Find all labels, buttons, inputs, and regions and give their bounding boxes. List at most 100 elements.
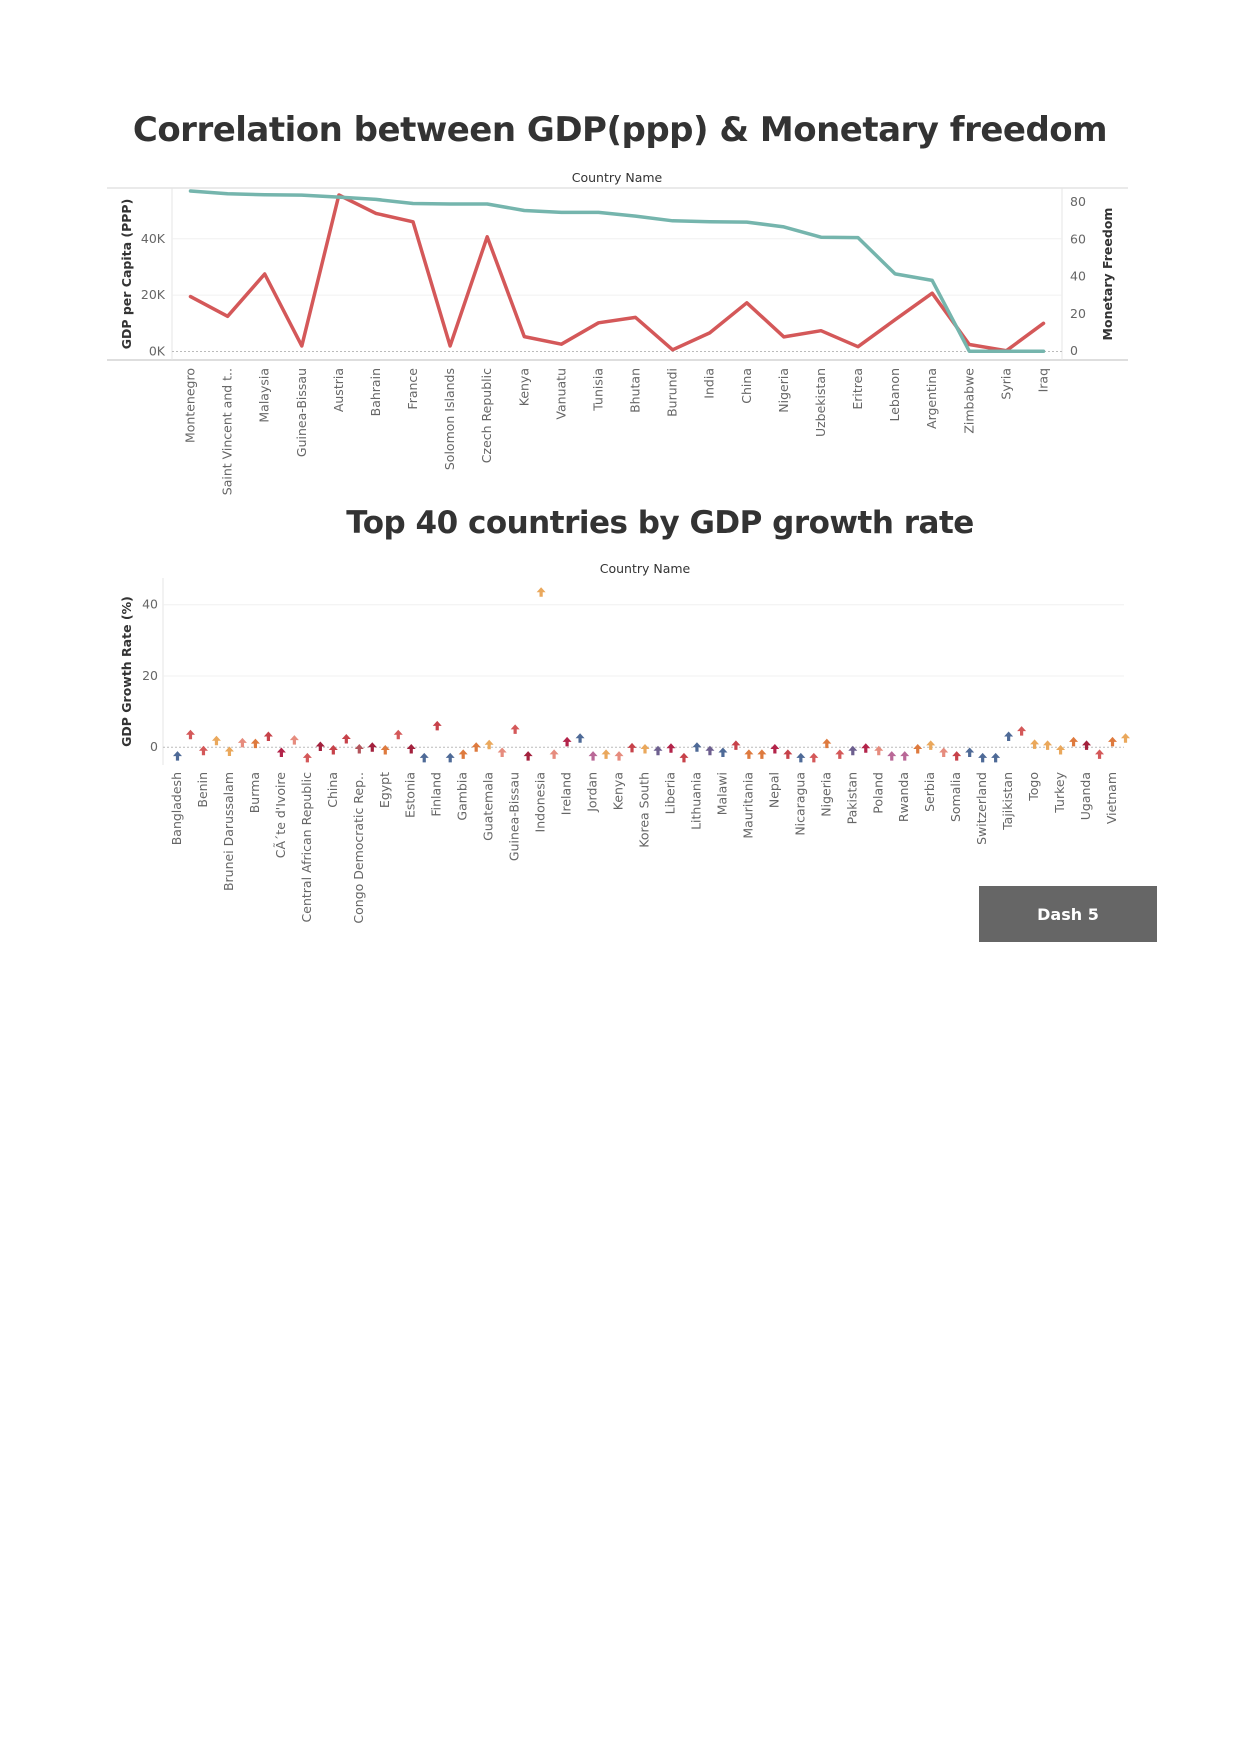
growth-point (588, 751, 598, 761)
x-category-label: Central African Republic (299, 772, 314, 923)
growth-point (276, 747, 286, 758)
y-right-tick-label: 20 (1070, 306, 1086, 321)
growth-point (432, 720, 442, 731)
x-category-label: Estonia (403, 772, 418, 818)
y-left-tick-label: 40K (141, 231, 166, 246)
x-category-label: Jordan (585, 772, 600, 813)
growth-point (705, 745, 715, 756)
growth-point (978, 752, 988, 763)
y-right-axis-label: Monetary Freedom (1100, 208, 1115, 341)
x-category-label: Vanuatu (553, 368, 568, 420)
x-category-label: China (739, 368, 754, 404)
x-category-label: CÃ´te d'Ivoire (273, 772, 288, 859)
growth-point (1121, 733, 1131, 743)
x-category-label: Uganda (1078, 772, 1093, 820)
monetary-freedom-line (188, 189, 1046, 353)
growth-point (939, 747, 949, 758)
x-category-label: Guatemala (481, 772, 496, 841)
x-category-label: Bhutan (628, 368, 643, 413)
growth-point (965, 747, 975, 758)
growth-point (913, 743, 923, 754)
x-category-label: Egypt (377, 772, 392, 808)
growth-point (835, 749, 845, 759)
growth-point (1056, 745, 1066, 755)
x-category-label: Burundi (665, 368, 680, 417)
x-category-label: Eritrea (850, 368, 865, 410)
growth-point (1095, 749, 1105, 759)
x-category-label: Indonesia (533, 772, 548, 832)
dash-5-button[interactable]: Dash 5 (979, 886, 1157, 942)
x-category-label: Liberia (662, 772, 677, 814)
growth-point (601, 749, 611, 759)
x-category-label: Ireland (559, 772, 574, 815)
x-category-label: Guinea-Bissau (294, 368, 309, 457)
growth-point (1004, 731, 1014, 742)
growth-point (1030, 739, 1040, 749)
x-category-label: Malaysia (257, 368, 272, 423)
x-category-label: Zimbabwe (961, 368, 976, 434)
growth-point (614, 751, 624, 761)
gdp-growth-scatter-chart: Country Name 0 20 40 GDP Growth Rate (%) Bang… (119, 561, 1131, 924)
x-category-label: Argentina (924, 368, 939, 429)
growth-point (887, 751, 897, 761)
x-category-label: India (702, 368, 717, 399)
growth-point (523, 751, 533, 761)
growth-point (185, 729, 195, 740)
growth-point (237, 737, 247, 748)
growth-point (627, 742, 637, 753)
x-category-label: Pakistan (844, 772, 859, 824)
growth-point (809, 752, 819, 763)
x-category-label: Saint Vincent and t.. (220, 368, 235, 495)
growth-point (224, 746, 234, 756)
growth-point (848, 745, 858, 756)
x-category-label: Bangladesh (169, 772, 184, 845)
x-category-label: Nigeria (818, 772, 833, 817)
x-category-label: Somalia (948, 772, 963, 822)
growth-point (991, 752, 1001, 763)
x-category-label: China (325, 772, 340, 808)
growth-point (822, 738, 832, 749)
x-category-label: Poland (870, 772, 885, 814)
growth-point (393, 729, 403, 740)
x-category-label: Nepal (766, 772, 781, 808)
growth-point (1017, 726, 1027, 736)
growth-point (458, 749, 468, 759)
y-right-tick-label: 0 (1070, 343, 1078, 358)
growth-point (731, 740, 741, 750)
growth-point (757, 749, 767, 759)
growth-point (315, 741, 325, 751)
growth-point (861, 743, 871, 753)
y-axis-label: GDP Growth Rate (%) (119, 596, 134, 747)
y-left-tick-label: 20K (141, 287, 166, 302)
growth-point (1069, 736, 1079, 747)
growth-point (952, 751, 962, 761)
x-category-label: Czech Republic (479, 368, 494, 463)
growth-point (1043, 740, 1053, 750)
x-category-label: Kenya (611, 772, 626, 810)
growth-point (1108, 736, 1118, 747)
x-category-label: Finland (429, 772, 444, 817)
gdp-monetary-line-chart: Country Name 0K 20K 40K 0 20 40 60 80 GDP per Cap… (107, 170, 1128, 495)
x-category-label: Korea South (637, 772, 652, 848)
growth-point (653, 745, 663, 756)
growth-point (211, 735, 221, 746)
x-category-label: Tajikistan (1000, 772, 1015, 831)
growth-point (263, 731, 273, 742)
growth-point (1082, 740, 1092, 750)
gdp-per-capita-line (188, 193, 1046, 353)
growth-point (341, 733, 351, 744)
chart2-title: Top 40 countries by GDP growth rate (346, 505, 974, 541)
growth-point (289, 735, 299, 745)
growth-point (471, 742, 481, 752)
growth-point (198, 745, 208, 756)
x-category-label: Vietnam (1104, 772, 1119, 824)
x-category-label: Solomon Islands (442, 368, 457, 470)
x-category-label: Iraq (1035, 368, 1050, 392)
growth-point (328, 745, 338, 755)
growth-point (640, 743, 650, 754)
growth-point (926, 740, 936, 750)
growth-point (666, 743, 676, 753)
growth-point (172, 751, 182, 761)
x-category-label: Austria (331, 368, 346, 412)
growth-point (497, 747, 507, 758)
